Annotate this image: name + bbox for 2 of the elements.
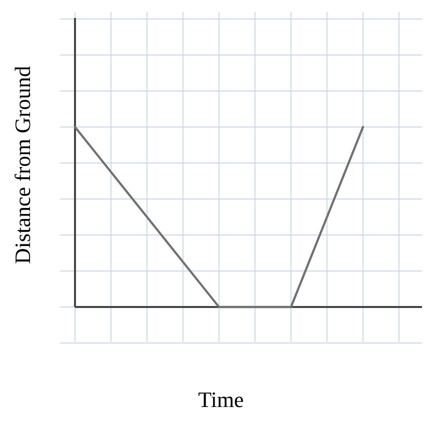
y-axis-title: Distance from Ground (10, 66, 35, 264)
x-axis-title: Time (198, 387, 244, 412)
